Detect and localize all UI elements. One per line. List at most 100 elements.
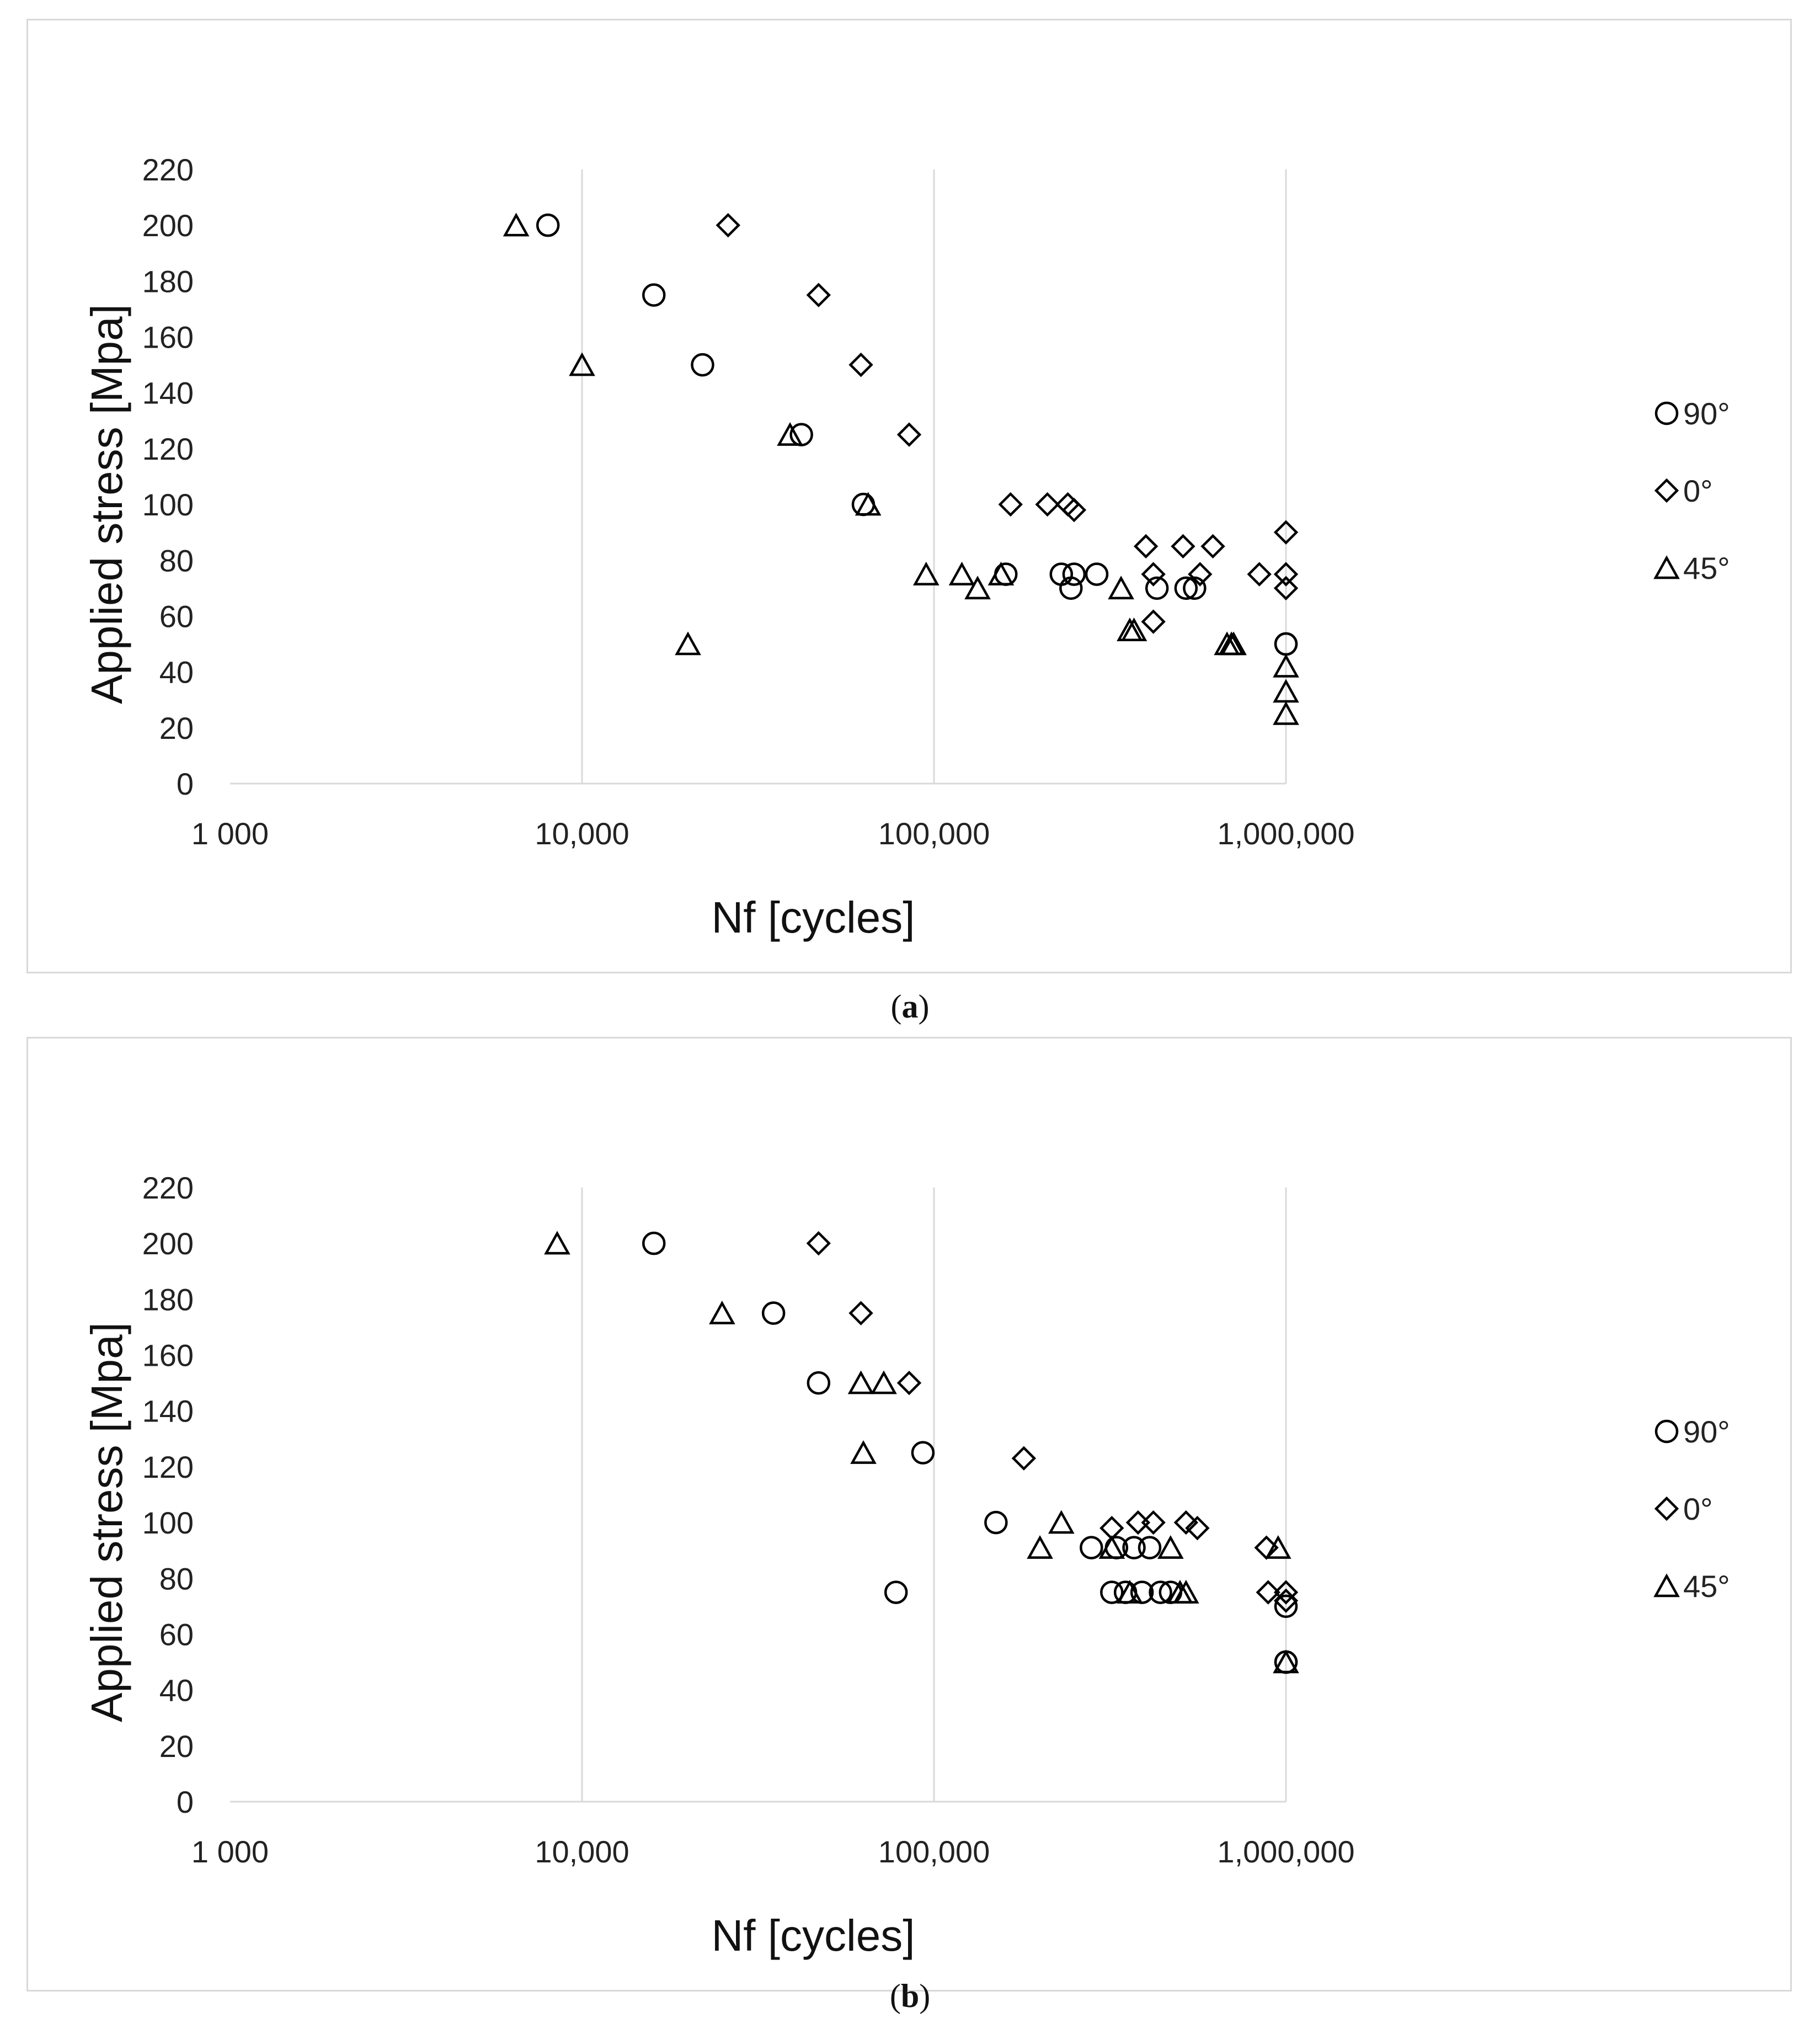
series-diamond	[716, 212, 1299, 634]
y-tick-label: 20	[159, 711, 194, 746]
y-tick-label: 140	[142, 1394, 194, 1429]
data-point-diamond	[1173, 1510, 1198, 1535]
y-tick-label: 60	[159, 599, 194, 633]
data-point-triangle	[1273, 1649, 1299, 1674]
data-point-circle	[1122, 1536, 1146, 1559]
y-tick-label: 120	[142, 1450, 194, 1484]
data-point-triangle	[544, 1231, 570, 1255]
legend-label-diamond: 0°	[1683, 473, 1713, 508]
data-point-circle	[984, 1510, 1008, 1535]
data-point-triangle	[988, 561, 1015, 585]
legend-label-triangle: 45°	[1683, 1569, 1730, 1604]
data-point-triangle	[1027, 1535, 1053, 1559]
data-point-triangle	[1157, 1535, 1184, 1559]
series-triangle	[503, 212, 1299, 725]
legend-triangle-icon	[1653, 555, 1680, 579]
data-point-circle	[789, 423, 813, 446]
x-tick-label: 100,000	[878, 1834, 990, 1869]
caption-b-letter: b	[900, 1978, 920, 2014]
data-point-diamond	[1035, 492, 1060, 517]
legend-circle-icon	[1654, 401, 1679, 425]
data-point-diamond	[1141, 609, 1166, 634]
data-point-triangle	[855, 492, 882, 516]
data-point-circle	[1062, 562, 1086, 586]
data-point-circle	[536, 213, 560, 237]
data-point-diamond	[1185, 1516, 1210, 1541]
data-point-triangle	[503, 212, 530, 237]
data-point-triangle	[1048, 1510, 1075, 1534]
y-tick-label: 220	[142, 152, 194, 187]
data-point-triangle	[1220, 631, 1247, 656]
y-tick-label: 200	[142, 1226, 194, 1261]
chart-b-svg: 0 20 40 60 80 100 120 140 160 180 200 220 1 000 10,00…	[82, 1170, 1730, 1960]
data-point-circle	[642, 1231, 666, 1255]
data-point-triangle	[709, 1301, 735, 1324]
data-point-triangle	[1108, 576, 1134, 600]
caption-b: (b)	[0, 1977, 1820, 2015]
legend-label-triangle: 45°	[1683, 551, 1730, 585]
y-tick-label: 40	[159, 655, 194, 690]
x-axis-title: Nf [cycles]	[712, 893, 915, 942]
data-point-diamond	[1273, 1580, 1299, 1605]
data-point-circle	[691, 353, 714, 377]
y-tick-label: 140	[142, 376, 194, 411]
data-point-triangle	[964, 576, 991, 600]
data-point-diamond	[896, 1370, 922, 1396]
y-tick-label: 80	[159, 1561, 194, 1596]
data-point-triangle	[871, 1370, 897, 1394]
legend-label-circle: 90°	[1683, 1414, 1730, 1449]
data-point-circle	[1085, 562, 1109, 586]
x-tick-label: 1,000,000	[1217, 816, 1354, 851]
data-point-triangle	[1273, 653, 1299, 678]
y-tick-label: 80	[159, 543, 194, 578]
y-axis-title: Applied stress [Mpa]	[82, 304, 131, 704]
series-triangle	[544, 1231, 1299, 1674]
x-tick-label: 100,000	[878, 816, 990, 851]
series-circle	[536, 213, 1298, 656]
data-point-triangle	[777, 422, 803, 446]
data-point-triangle	[569, 352, 595, 376]
data-point-diamond	[1200, 534, 1225, 559]
data-point-circle	[1059, 576, 1083, 600]
data-point-circle	[642, 283, 666, 307]
y-tick-label: 100	[142, 487, 194, 522]
y-tick-label: 0	[177, 1785, 194, 1819]
data-point-triangle	[948, 561, 975, 585]
data-point-diamond	[806, 1231, 831, 1256]
series-circle	[642, 1231, 1298, 1674]
caption-b-close: )	[919, 1978, 931, 2014]
data-point-triangle	[1264, 1535, 1291, 1559]
data-point-circle	[761, 1301, 786, 1325]
x-tick-label: 1 000	[191, 1834, 269, 1869]
x-axis-title: Nf [cycles]	[712, 1911, 915, 1960]
data-point-triangle	[912, 561, 940, 585]
y-tick-label: 200	[142, 208, 194, 243]
data-point-diamond	[1141, 1510, 1166, 1535]
data-point-diamond	[896, 422, 922, 447]
chart-a-svg: 0 20 40 60 80 100 120 140 160 180 200 220 1 000 10,00…	[82, 152, 1730, 942]
y-tick-label: 160	[142, 1338, 194, 1373]
data-point-circle	[1149, 1580, 1172, 1604]
chart-panel-a: 0 20 40 60 80 100 120 140 160 180 200 220 1 000 10,00…	[26, 19, 1792, 973]
legend-diamond-icon	[1654, 478, 1679, 503]
y-tick-label: 20	[159, 1729, 194, 1764]
data-point-diamond	[1273, 520, 1299, 545]
x-tick-label: 1,000,000	[1217, 1834, 1354, 1869]
legend-label-diamond: 0°	[1683, 1492, 1713, 1526]
data-point-diamond	[1061, 498, 1087, 523]
data-point-circle	[807, 1371, 831, 1395]
legend-triangle-icon	[1653, 1573, 1680, 1598]
y-tick-label: 120	[142, 432, 194, 466]
data-point-triangle	[1098, 1535, 1125, 1559]
y-tick-label: 40	[159, 1673, 194, 1708]
y-tick-label: 160	[142, 320, 194, 355]
legend-diamond-icon	[1654, 1496, 1679, 1521]
data-point-diamond	[1273, 562, 1299, 587]
x-tick-label: 10,000	[535, 816, 629, 851]
data-point-diamond	[1125, 1510, 1151, 1535]
data-point-circle	[1274, 1594, 1298, 1618]
y-tick-label: 180	[142, 264, 194, 299]
series-diamond	[806, 1231, 1299, 1613]
data-point-diamond	[806, 283, 831, 307]
data-point-circle	[1138, 1536, 1162, 1559]
